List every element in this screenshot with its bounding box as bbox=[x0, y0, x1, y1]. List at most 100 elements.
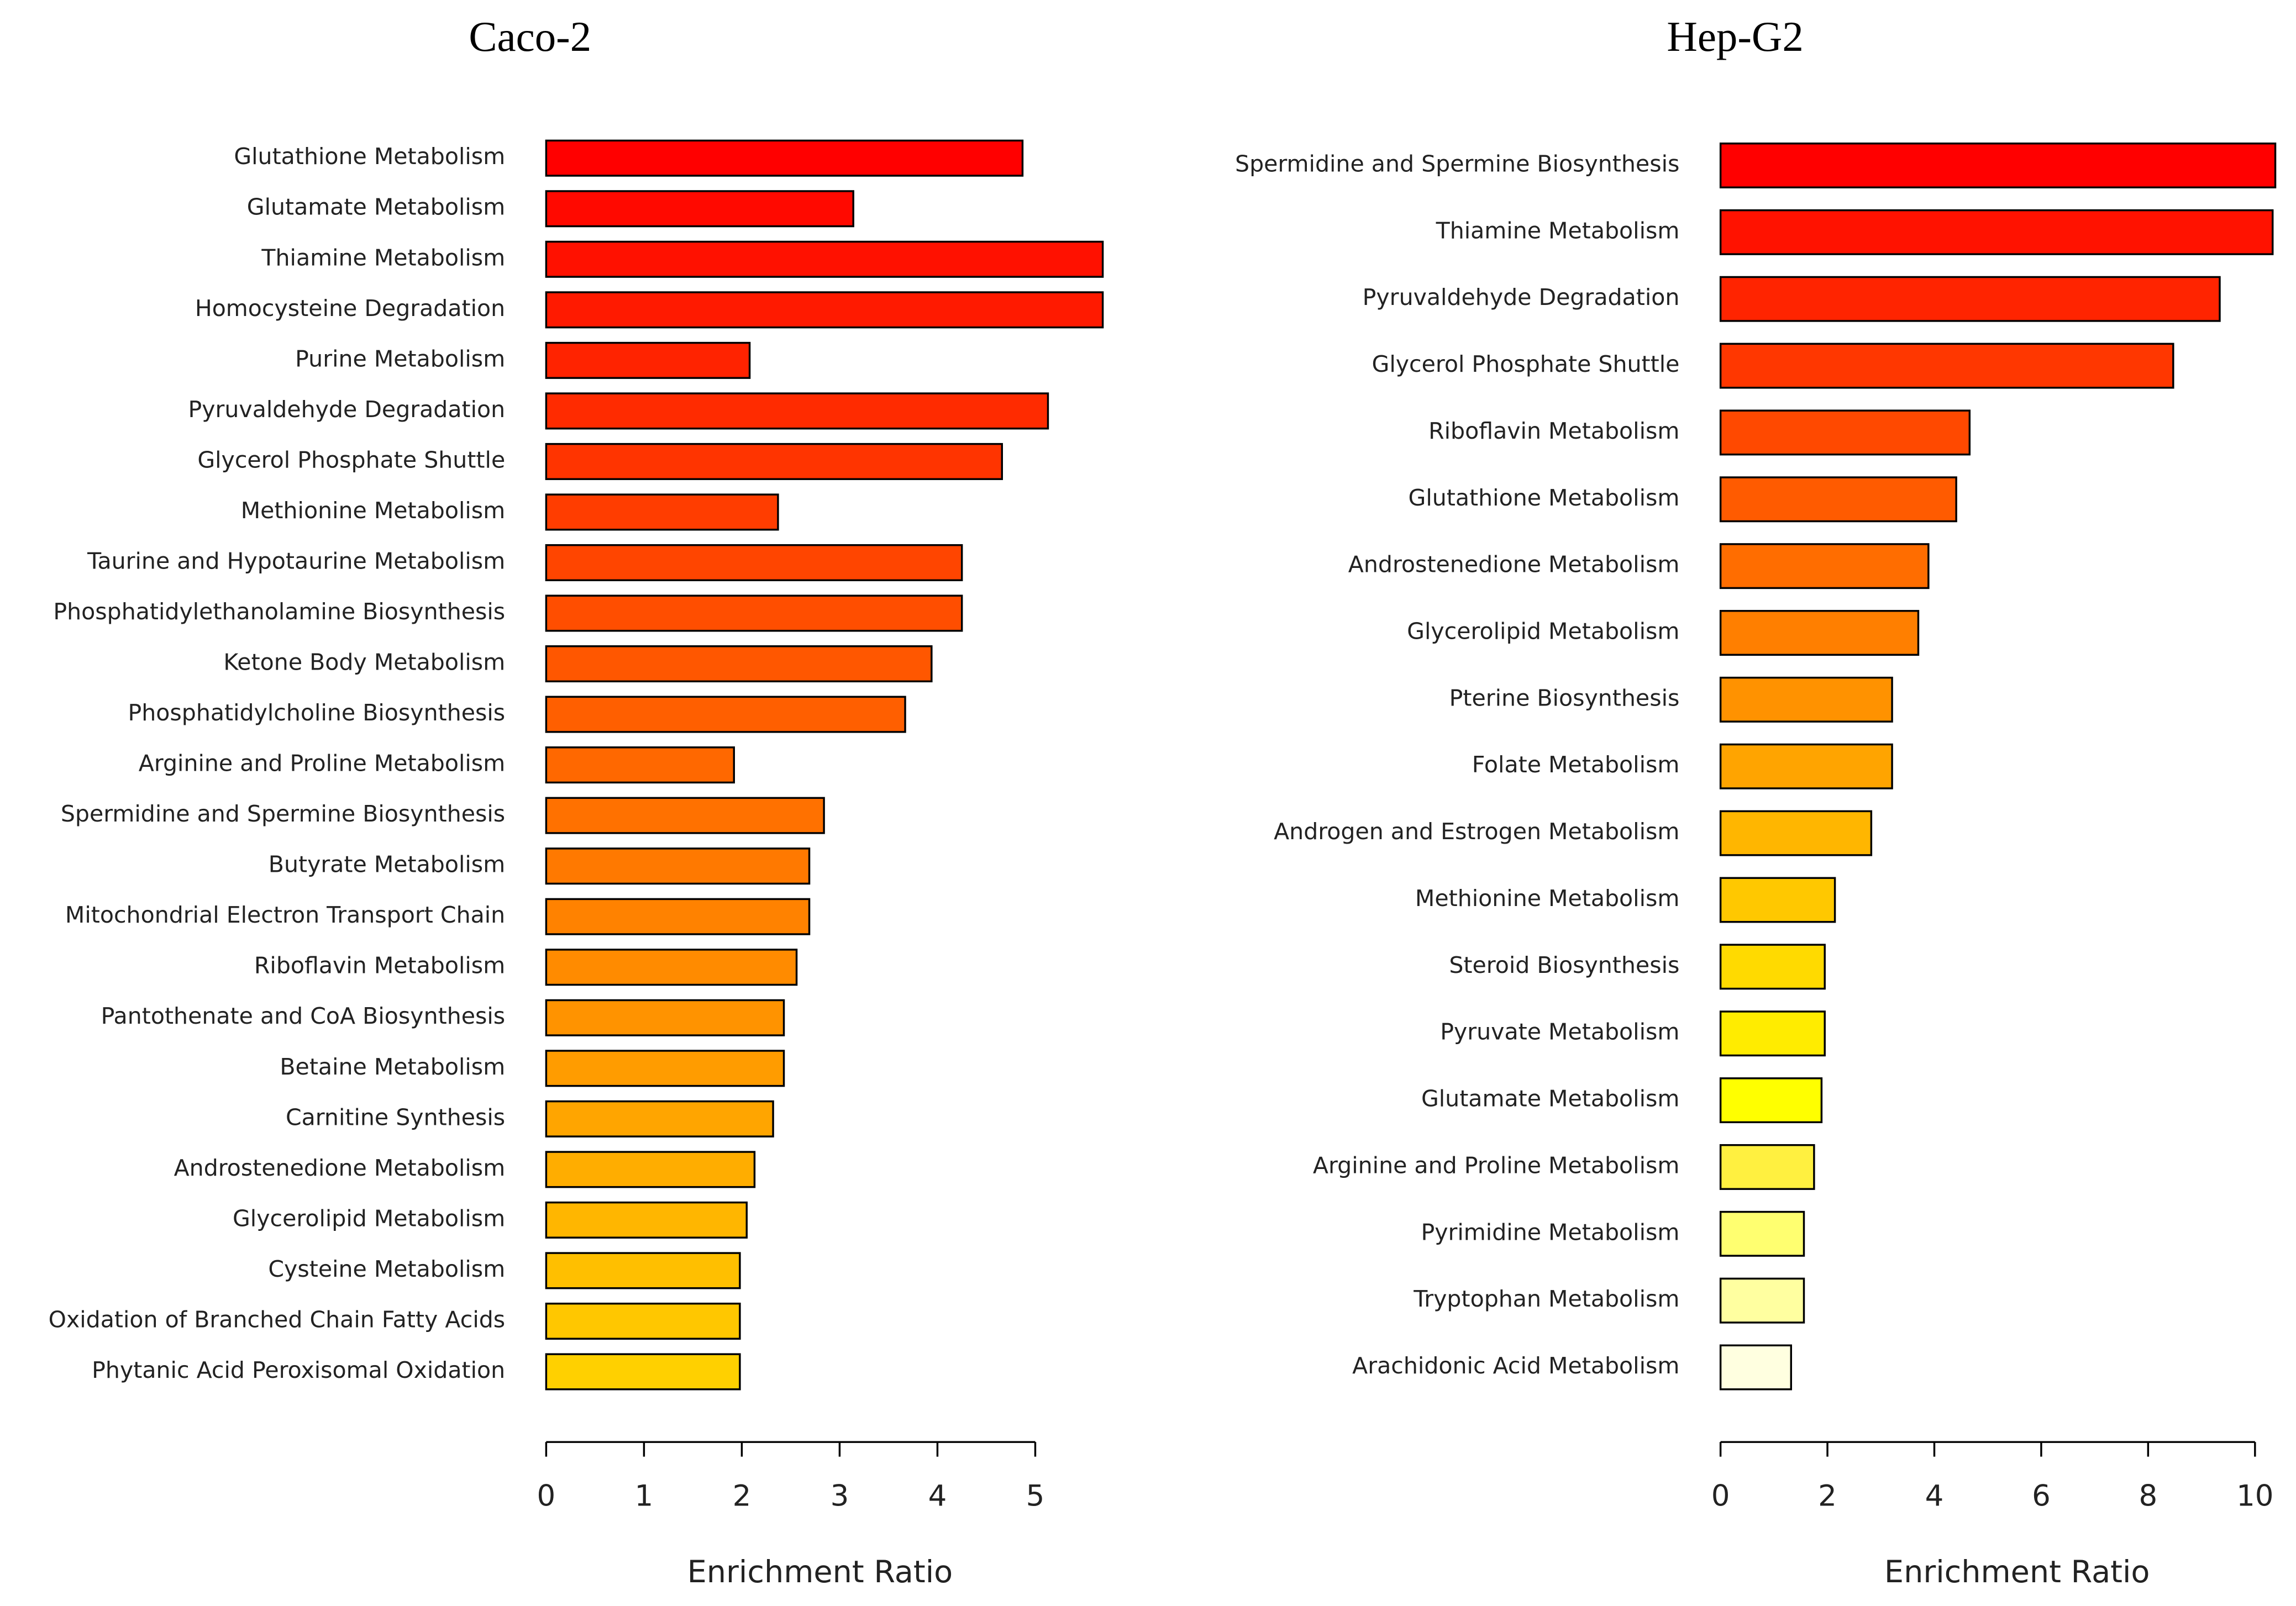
bar bbox=[545, 1252, 741, 1289]
category-label: Riboflavin Metabolism bbox=[1428, 418, 1679, 444]
category-label: Betaine Metabolism bbox=[280, 1054, 505, 1080]
category-label: Phytanic Acid Peroxisomal Oxidation bbox=[92, 1357, 505, 1383]
category-label: Thiamine Metabolism bbox=[261, 244, 505, 271]
bar bbox=[1719, 543, 1930, 589]
category-label: Arachidonic Acid Metabolism bbox=[1352, 1352, 1679, 1379]
bar bbox=[545, 291, 1104, 329]
x-tick-label: 2 bbox=[733, 1479, 752, 1513]
bar bbox=[545, 797, 825, 834]
x-tick-label: 0 bbox=[537, 1479, 556, 1513]
bar bbox=[545, 1100, 774, 1138]
category-label: Purine Metabolism bbox=[295, 345, 505, 372]
bar bbox=[1719, 1344, 1792, 1391]
category-label: Homocysteine Degradation bbox=[195, 295, 505, 322]
bar bbox=[545, 949, 798, 986]
bar bbox=[1719, 1144, 1815, 1190]
category-label: Spermidine and Spermine Biosynthesis bbox=[1235, 150, 1679, 177]
category-label: Butyrate Metabolism bbox=[269, 851, 505, 878]
x-tick-label: 5 bbox=[1026, 1479, 1045, 1513]
bar bbox=[1719, 276, 2221, 322]
bar bbox=[545, 746, 735, 784]
bar bbox=[1719, 944, 1826, 990]
category-label: Androgen and Estrogen Metabolism bbox=[1274, 818, 1679, 845]
category-label: Mitochondrial Electron Transport Chain bbox=[65, 902, 505, 928]
category-label: Arginine and Proline Metabolism bbox=[139, 750, 505, 777]
bar bbox=[545, 1302, 741, 1340]
category-label: Ketone Body Metabolism bbox=[223, 649, 505, 676]
category-label: Glutamate Metabolism bbox=[247, 194, 505, 220]
bar bbox=[1719, 409, 1971, 456]
bar bbox=[545, 898, 811, 935]
category-label: Phosphatidylcholine Biosynthesis bbox=[128, 699, 505, 726]
x-tick-label: 4 bbox=[928, 1479, 947, 1513]
bar bbox=[1719, 877, 1836, 923]
bar bbox=[1719, 1277, 1805, 1324]
x-tick-label: 1 bbox=[635, 1479, 654, 1513]
category-label: Arginine and Proline Metabolism bbox=[1313, 1152, 1679, 1178]
category-label: Glycerol Phosphate Shuttle bbox=[1372, 351, 1680, 377]
bar bbox=[545, 240, 1104, 278]
category-label: Androstenedione Metabolism bbox=[1348, 551, 1680, 578]
bar bbox=[545, 1353, 741, 1391]
bar bbox=[1719, 1077, 1823, 1124]
category-label: Glutathione Metabolism bbox=[234, 143, 505, 170]
category-label: Pyruvaldehyde Degradation bbox=[1363, 284, 1680, 310]
category-label: Glycerolipid Metabolism bbox=[1407, 618, 1679, 645]
bar bbox=[545, 493, 779, 531]
bar bbox=[545, 847, 811, 885]
category-label: Tryptophan Metabolism bbox=[1413, 1286, 1679, 1312]
bar bbox=[545, 443, 1003, 480]
category-label: Pyruvaldehyde Degradation bbox=[188, 396, 505, 423]
bar bbox=[1719, 676, 1893, 723]
bar bbox=[545, 696, 906, 733]
bar bbox=[545, 1151, 756, 1188]
bar bbox=[545, 999, 785, 1036]
category-label: Glycerolipid Metabolism bbox=[233, 1205, 505, 1231]
bar bbox=[1719, 610, 1920, 656]
x-axis-title: Enrichment Ratio bbox=[1884, 1554, 2150, 1590]
bar bbox=[1719, 1210, 1805, 1257]
x-tick-label: 6 bbox=[2032, 1479, 2051, 1513]
category-label: Androstenedione Metabolism bbox=[174, 1155, 506, 1181]
bar bbox=[545, 392, 1049, 430]
x-tick-label: 8 bbox=[2139, 1479, 2158, 1513]
bar bbox=[545, 1201, 748, 1239]
category-label: Spermidine and Spermine Biosynthesis bbox=[61, 801, 505, 827]
bar bbox=[545, 190, 854, 228]
bar bbox=[1719, 810, 1873, 856]
bar bbox=[1719, 143, 2277, 188]
x-tick-label: 3 bbox=[831, 1479, 849, 1513]
category-label: Pyruvate Metabolism bbox=[1440, 1019, 1679, 1045]
bar bbox=[1719, 209, 2274, 255]
chart-title: Hep-G2 bbox=[1667, 13, 1803, 60]
category-label: Methionine Metabolism bbox=[1415, 885, 1679, 912]
category-label: Pyrimidine Metabolism bbox=[1421, 1219, 1679, 1245]
category-label: Glutamate Metabolism bbox=[1421, 1086, 1679, 1112]
category-label: Steroid Biosynthesis bbox=[1449, 952, 1679, 978]
category-label: Oxidation of Branched Chain Fatty Acids bbox=[49, 1306, 506, 1333]
x-axis-title: Enrichment Ratio bbox=[687, 1554, 953, 1590]
bar bbox=[545, 341, 751, 379]
category-label: Riboflavin Metabolism bbox=[254, 952, 505, 979]
bar bbox=[545, 645, 933, 683]
category-label: Phosphatidylethanolamine Biosynthesis bbox=[53, 598, 505, 625]
bar bbox=[1719, 476, 1957, 523]
category-label: Cysteine Metabolism bbox=[268, 1256, 505, 1282]
bar bbox=[545, 544, 963, 582]
bar bbox=[1719, 743, 1893, 789]
bar bbox=[545, 594, 963, 632]
category-label: Carnitine Synthesis bbox=[286, 1104, 505, 1130]
category-label: Pterine Biosynthesis bbox=[1449, 684, 1680, 711]
bar bbox=[545, 139, 1024, 177]
bar bbox=[1719, 343, 2174, 389]
x-tick-label: 4 bbox=[1925, 1479, 1944, 1513]
x-tick-label: 2 bbox=[1818, 1479, 1837, 1513]
category-label: Pantothenate and CoA Biosynthesis bbox=[101, 1003, 506, 1029]
chart-title: Caco-2 bbox=[469, 13, 591, 60]
x-tick-label: 0 bbox=[1711, 1479, 1730, 1513]
category-label: Methionine Metabolism bbox=[241, 497, 505, 524]
category-label: Taurine and Hypotaurine Metabolism bbox=[87, 547, 505, 574]
category-label: Folate Metabolism bbox=[1472, 751, 1680, 778]
bar bbox=[545, 1050, 785, 1087]
